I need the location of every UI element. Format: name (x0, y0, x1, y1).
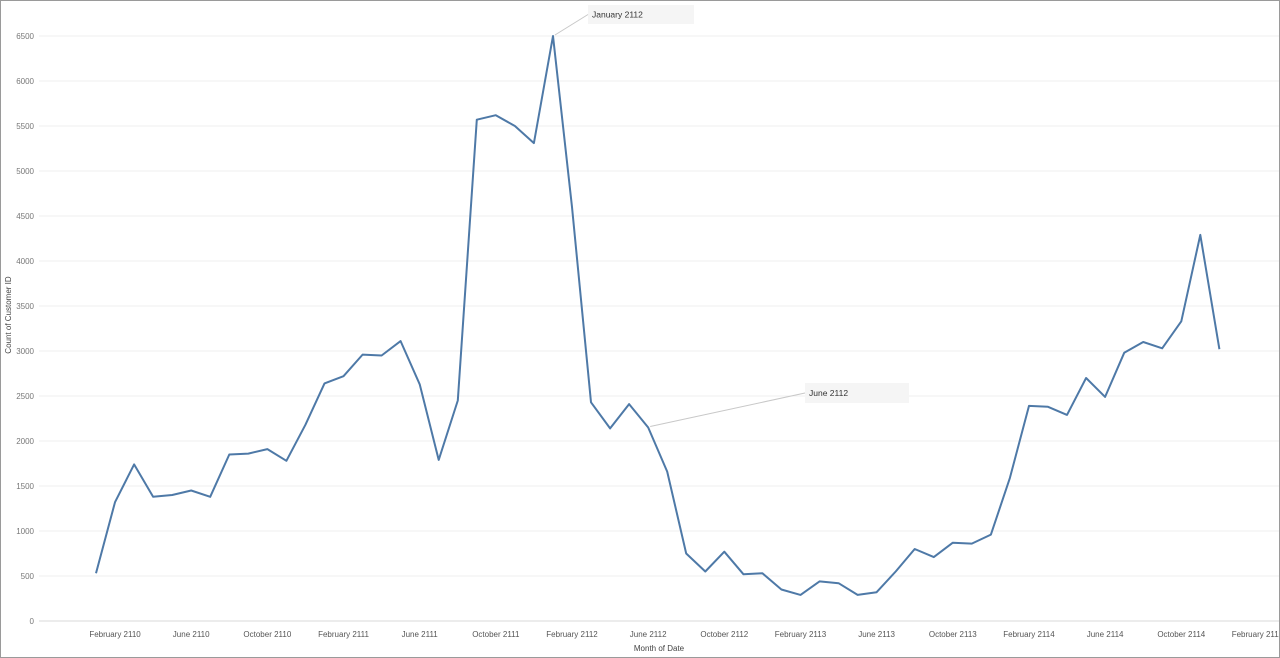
x-tick-label: February 2112 (546, 630, 598, 639)
x-tick-label: October 2110 (243, 630, 291, 639)
x-tick-label: October 2114 (1157, 630, 1205, 639)
y-tick-label: 2000 (16, 437, 34, 446)
y-tick-label: 4500 (16, 212, 34, 221)
series-line (95, 35, 1221, 596)
y-tick-label: 6500 (16, 32, 34, 41)
x-tick-label: February 2110 (89, 630, 141, 639)
x-tick-label: June 2114 (1087, 630, 1124, 639)
x-axis: February 2110 June 2110 October 2110 Februa… (89, 630, 1279, 639)
y-axis-title: Count of Customer ID (4, 276, 13, 354)
x-tick-label: February 2111 (318, 630, 369, 639)
annotation-leader (650, 392, 806, 427)
y-tick-label: 3500 (16, 302, 34, 311)
y-tick-label: 5000 (16, 167, 34, 176)
annotations: January 2112 June 2112 (554, 5, 909, 427)
gridlines (39, 35, 1279, 622)
x-tick-label: October 2113 (929, 630, 977, 639)
series-layer (95, 35, 1221, 596)
x-tick-label: October 2111 (472, 630, 520, 639)
y-axis: 0 500 1000 1500 2000 2500 3000 3500 4000 4500 5000… (16, 32, 34, 626)
y-tick-label: 1000 (16, 527, 34, 536)
annotation-box (805, 383, 909, 403)
x-tick-label: February 2113 (775, 630, 827, 639)
y-tick-label: 0 (30, 617, 35, 626)
y-tick-label: 3000 (16, 347, 34, 356)
y-tick-label: 6000 (16, 77, 34, 86)
y-tick-label: 500 (21, 572, 35, 581)
x-tick-label: February 2114 (1003, 630, 1055, 639)
y-tick-label: 2500 (16, 392, 34, 401)
annotation-box (588, 5, 694, 24)
annotation-leader (554, 14, 589, 36)
x-tick-label: June 2110 (173, 630, 210, 639)
y-tick-label: 1500 (16, 482, 34, 491)
x-tick-label: June 2113 (858, 630, 895, 639)
y-tick-label: 5500 (16, 122, 34, 131)
annotation-label: January 2112 (592, 10, 643, 20)
y-tick-label: 4000 (16, 257, 34, 266)
x-axis-title: Month of Date (634, 644, 685, 653)
x-tick-label: February 2115 (1232, 630, 1279, 639)
x-tick-label: June 2112 (630, 630, 667, 639)
annotation-label: June 2112 (809, 388, 848, 398)
x-tick-label: October 2112 (700, 630, 748, 639)
x-tick-label: June 2111 (402, 630, 439, 639)
